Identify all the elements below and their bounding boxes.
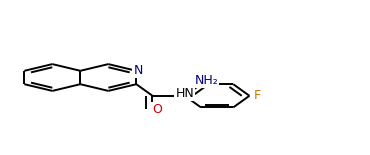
Text: N: N [134, 64, 143, 77]
Text: O: O [152, 103, 162, 116]
Text: F: F [254, 89, 261, 102]
Text: HN: HN [175, 86, 194, 100]
Text: NH₂: NH₂ [195, 74, 218, 87]
